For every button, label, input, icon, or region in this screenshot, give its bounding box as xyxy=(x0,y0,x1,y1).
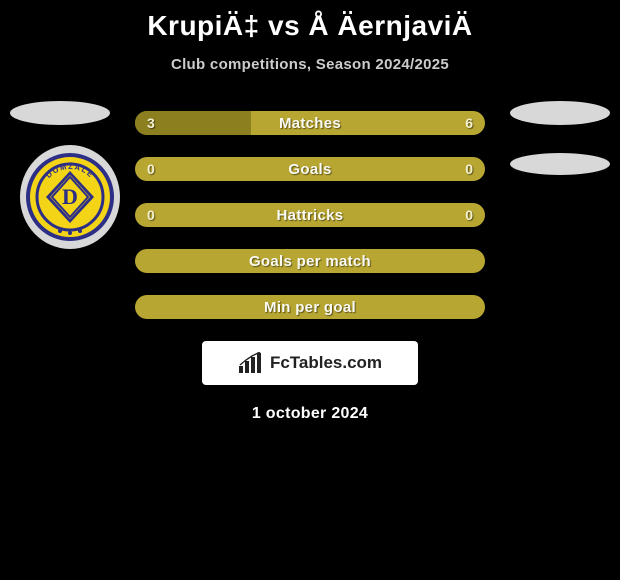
avatar-right-mid xyxy=(510,153,610,175)
avatar-left-big: DOMŽALE D xyxy=(20,145,120,249)
bar-value-left: 0 xyxy=(147,161,155,177)
club-emblem: DOMŽALE D xyxy=(20,145,120,249)
stat-bar: Min per goal xyxy=(135,295,485,319)
avatar-right-top xyxy=(510,101,610,125)
stat-bar: Goals per match xyxy=(135,249,485,273)
comparison-body: DOMŽALE D 3 Matches 6 0 Goals 0 0 Hattricks 0 Goa… xyxy=(0,111,620,423)
stat-bars: 3 Matches 6 0 Goals 0 0 Hattricks 0 Goals per mat… xyxy=(135,111,485,319)
bar-label: Matches xyxy=(279,115,341,132)
stat-bar: 3 Matches 6 xyxy=(135,111,485,135)
stat-bar: 0 Hattricks 0 xyxy=(135,203,485,227)
bar-value-left: 3 xyxy=(147,115,155,131)
page-subtitle: Club competitions, Season 2024/2025 xyxy=(0,56,620,73)
bar-value-right: 0 xyxy=(465,161,473,177)
bar-value-left: 0 xyxy=(147,207,155,223)
page-title: KrupiÄ‡ vs Å ÄernjaviÄ xyxy=(0,0,620,42)
stat-bar: 0 Goals 0 xyxy=(135,157,485,181)
bar-label: Min per goal xyxy=(264,299,356,316)
bar-label: Goals xyxy=(288,161,331,178)
avatar-left-top xyxy=(10,101,110,125)
bar-label: Goals per match xyxy=(249,253,371,270)
svg-text:D: D xyxy=(62,184,78,209)
bar-value-right: 6 xyxy=(465,115,473,131)
footer-date: 1 october 2024 xyxy=(0,405,620,423)
bar-label: Hattricks xyxy=(277,207,344,224)
brand-icon xyxy=(238,352,264,374)
bar-value-right: 0 xyxy=(465,207,473,223)
brand-text: FcTables.com xyxy=(270,353,382,373)
brand-box: FcTables.com xyxy=(202,341,418,385)
